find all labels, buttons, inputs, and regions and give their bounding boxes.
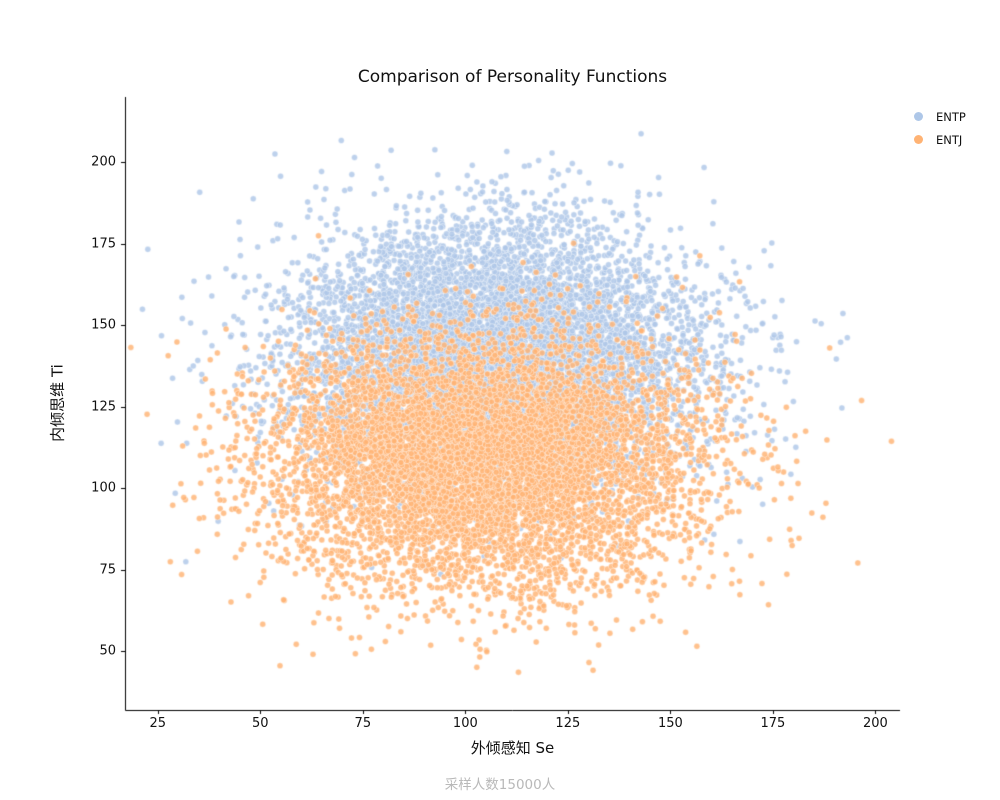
x-tick-label: 100 xyxy=(452,716,478,731)
legend-label: ENTJ xyxy=(936,132,963,147)
x-tick-label: 150 xyxy=(657,716,683,731)
legend-item: ENTP xyxy=(914,105,966,128)
x-axis-label: 外倾感知 Se xyxy=(470,739,555,757)
x-tick-label: 200 xyxy=(862,716,888,731)
legend: ENTP ENTJ xyxy=(914,105,966,151)
legend-item: ENTJ xyxy=(914,128,966,151)
x-tick-label: 75 xyxy=(354,716,372,731)
x-tick-label: 125 xyxy=(555,716,581,731)
legend-marker-icon xyxy=(914,112,923,121)
y-tick-label: 50 xyxy=(99,643,116,659)
y-tick-label: 125 xyxy=(91,399,116,415)
legend-label: ENTP xyxy=(936,109,966,124)
y-axis-label: 内倾思维 Ti xyxy=(48,364,67,442)
x-tick-label: 25 xyxy=(149,716,167,731)
y-tick-label: 200 xyxy=(91,154,116,170)
sample-size-caption: 采样人数15000人 xyxy=(444,777,556,793)
x-tick-label: 50 xyxy=(252,716,269,731)
x-tick-label: 175 xyxy=(760,716,786,731)
y-tick-label: 150 xyxy=(91,317,116,333)
y-tick-label: 75 xyxy=(99,562,116,578)
y-tick-label: 100 xyxy=(91,480,116,496)
chart-title: Comparison of Personality Functions xyxy=(357,67,668,87)
y-tick-label: 175 xyxy=(91,236,116,252)
legend-marker-icon xyxy=(914,135,923,144)
